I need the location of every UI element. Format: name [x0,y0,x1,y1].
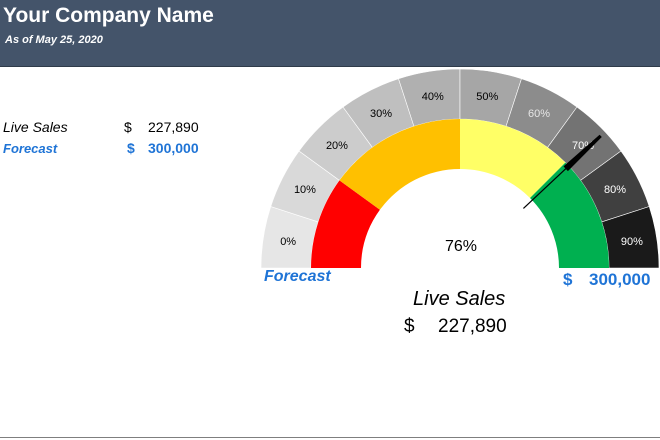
gauge-forecast-currency: $ [563,270,573,289]
side-forecast-label: Forecast [3,141,58,156]
gauge-forecast-label: Forecast [264,268,331,285]
scale-tick-label: 90% [621,236,643,248]
gauge-live-currency: $ [404,316,415,337]
gauge-band-ring [311,119,609,268]
gauge-band [530,162,609,268]
bottom-divider [0,437,660,438]
header-bar: Your Company Name As of May 25, 2020 [0,0,660,67]
gauge-live-value: 227,890 [438,316,507,337]
scale-tick-label: 30% [370,108,392,120]
scale-tick-label: 10% [294,184,316,196]
company-name: Your Company Name [3,4,214,27]
side-live-currency: $ [124,119,132,135]
side-forecast-currency: $ [127,140,135,156]
scale-tick-label: 50% [476,91,498,103]
side-forecast-value: 300,000 [148,140,199,156]
scale-tick-label: 40% [422,91,444,103]
gauge-forecast-value: 300,000 [589,270,651,289]
gauge-band [339,119,460,210]
scale-tick-label: 20% [326,140,348,152]
as-of-date: As of May 25, 2020 [5,34,103,46]
side-live-label: Live Sales [3,119,68,135]
scale-tick-label: 0% [280,236,296,248]
gauge-band [311,180,380,268]
gauge-scale-ring: 0%10%20%30%40% 50%60%70%80%90% [260,68,660,269]
gauge-needle-layer [523,134,602,209]
gauge-band [460,119,566,198]
side-live-value: 227,890 [148,119,199,135]
gauge-percent-label: 76% [445,238,478,255]
gauge-live-label: Live Sales [413,288,506,310]
gauge-needle-tip [563,134,602,172]
scale-tick-label: 80% [604,184,626,196]
scale-tick-label: 60% [528,108,550,120]
